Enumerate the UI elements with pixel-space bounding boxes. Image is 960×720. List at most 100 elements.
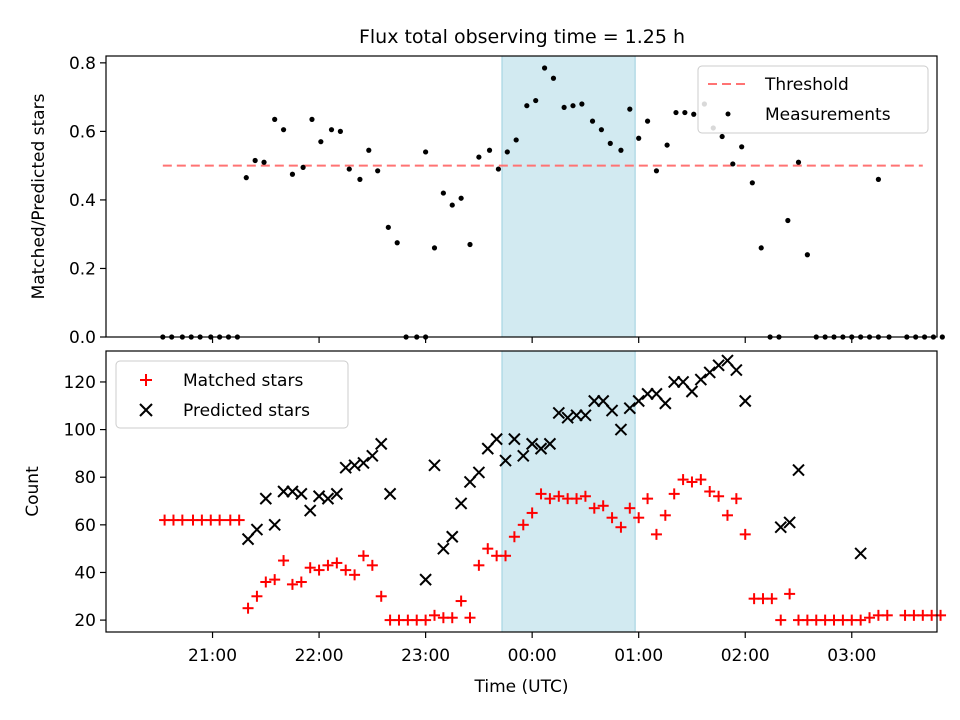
matched-star-point [464,612,476,624]
measurement-point [785,217,791,224]
measurement-point [739,144,745,150]
predicted-star-point [534,442,548,455]
measurement-point [570,103,576,109]
predicted-star-point [659,397,672,410]
xtick-label: 22:00 [295,646,344,666]
matched-star-point [864,612,876,624]
bottom-shaded-span [501,350,636,633]
matched-star-point [214,514,226,526]
predicted-star-point [259,492,273,505]
predicted-star-point [348,459,361,472]
matched-star-point [331,557,343,569]
matched-star-point [446,612,458,624]
matched-star-point [340,564,352,576]
predicted-star-point [366,449,379,462]
predicted-star-point [268,518,281,532]
predicted-star-point [499,454,512,467]
predicted-star-point [481,442,494,455]
measurement-point [804,252,810,258]
predicted-star-point [667,375,681,389]
measurement-point [589,118,596,124]
top-panel: 0.00.20.40.60.8 Matched/Predicted stars … [29,54,945,348]
top-axes-frame [105,55,938,338]
measurement-point [541,65,548,71]
matched-star-point [597,500,609,512]
measurement-point [467,241,473,248]
matched-star-point [260,576,272,588]
matched-star-point [704,486,716,497]
predicted-star-point [561,411,574,424]
matched-star-point [357,550,369,562]
matched-star-point [535,488,547,500]
measurement-point [607,140,613,146]
matched-star-point [615,521,627,533]
bottom-panel: 20 40 60 80 100 120 21:00 22:00 23:00 00:00 01:00… [23,350,947,697]
predicted-star-point [339,461,352,474]
predicted-star-point [792,463,805,477]
measurement-point [357,176,363,182]
bottom-axes-frame [105,350,938,633]
predicted-star-point [579,409,592,422]
measurement-point [939,334,945,340]
matched-star-point [633,512,645,524]
matched-star-point [739,528,751,540]
predicted-star-point [303,504,317,517]
top-ytick-label: 0.2 [69,259,96,279]
predicted-star-point [428,459,441,472]
matched-star-point [553,490,565,502]
measurement-point [627,106,633,112]
matched-star-point [375,590,387,602]
predicted-star-point [286,485,299,498]
predicted-star-point [676,375,690,389]
predicted-star-point [312,490,326,503]
measurement-point [550,75,557,81]
predicted-star-point [694,373,708,386]
predicted-star-point [641,387,654,401]
matched-star-point [713,490,725,502]
matched-star-point [286,578,298,590]
measurement-point [318,139,324,145]
legend-predicted-swatch [139,403,153,417]
measurement-point [524,103,530,109]
predicted-star-point [463,475,477,489]
matched-stars-points [159,474,947,626]
measurement-point [440,190,446,196]
matched-star-point [455,595,467,607]
predicted-star-point [650,387,663,401]
predicted-star-point [383,487,397,501]
xtick-label: 23:00 [401,646,450,666]
predicted-star-point [454,497,468,510]
matched-star-point [588,502,600,514]
predicted-star-point [543,437,557,451]
measurement-point [682,109,688,116]
matched-star-point [322,559,334,571]
legend-measurements-swatch [725,111,731,117]
predicted-star-point [295,487,308,501]
matched-star-point [571,493,583,505]
predicted-star-point [614,423,628,436]
matched-star-point [428,609,440,621]
legend-matched-swatch [140,374,152,386]
matched-star-point [721,509,733,521]
bottom-x-axis: 21:00 22:00 23:00 00:00 01:00 02:00 03:00 [188,632,876,666]
predicted-star-point [588,394,601,408]
measurement-point [423,149,429,155]
predicted-star-point [321,492,335,505]
matched-star-point [686,476,698,488]
predicted-star-point [490,432,503,446]
bottom-legend-box [115,360,349,429]
legend-matched-label: Matched stars [183,371,303,391]
measurement-point [394,240,400,246]
predicted-star-point [525,437,539,451]
matched-star-point [500,550,512,562]
top-shaded-span [501,55,636,338]
xtick-label: 01:00 [614,646,663,666]
top-legend: Threshold Measurements [697,65,929,134]
matched-star-point [606,512,618,524]
predicted-star-point [241,532,255,546]
predicted-star-point [508,432,521,446]
matched-star-point [313,564,325,576]
predicted-star-point [250,523,264,536]
measurement-point [272,116,278,122]
